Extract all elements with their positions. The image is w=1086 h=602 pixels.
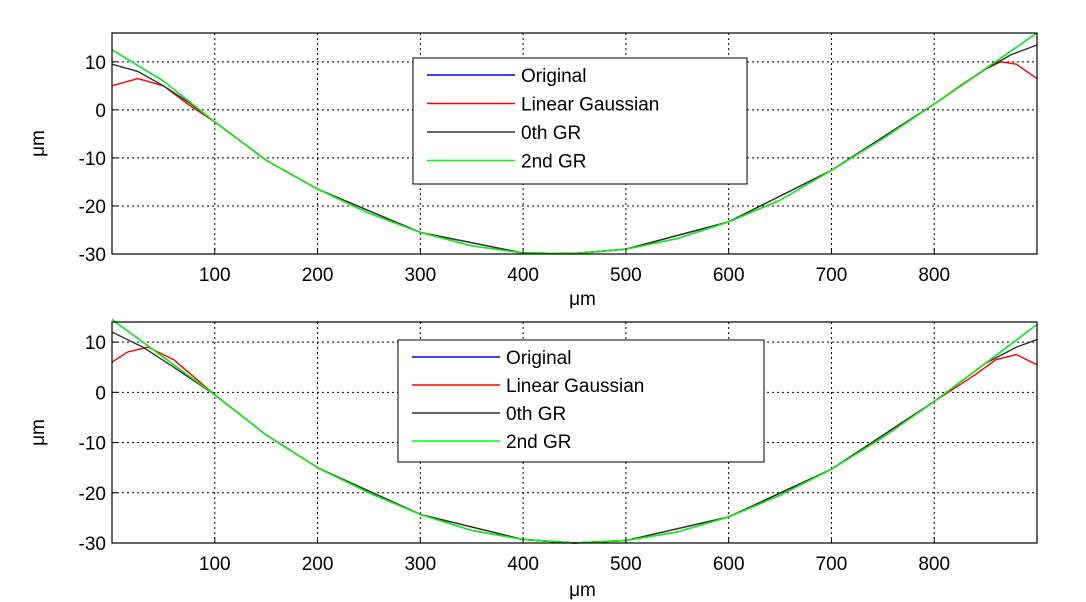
chart-1: 100 200 300 400 500 600 700 800 -30 -20 -10 0 10 μm μm… — [28, 32, 1038, 310]
x-tick-label: 600 — [713, 265, 745, 286]
y-tick-label: -10 — [79, 149, 106, 170]
x-tick-label: 200 — [302, 554, 334, 575]
y-tick-label: -30 — [79, 245, 106, 266]
x-tick-label: 200 — [302, 265, 334, 286]
legend-label: 0th GR — [506, 404, 566, 425]
x-tick-label: 600 — [713, 554, 745, 575]
y-tick-label: -30 — [79, 534, 106, 555]
x-tick-label: 100 — [199, 265, 231, 286]
x-tick-label: 500 — [610, 265, 642, 286]
y-tick-label: -20 — [79, 484, 106, 505]
y-tick-label: -10 — [79, 434, 106, 455]
y-tick-label: -20 — [79, 197, 106, 218]
y-tick-label: 10 — [85, 333, 106, 354]
legend: Original Linear Gaussian 0th GR 2nd GR — [397, 339, 765, 463]
x-tick-label: 800 — [918, 554, 950, 575]
legend-label: Original — [521, 66, 586, 87]
legend: Original Linear Gaussian 0th GR 2nd GR — [412, 57, 748, 185]
chart-2: 100 200 300 400 500 600 700 800 -30 -20 -10 0 10 μm μm… — [28, 318, 1038, 601]
legend-label: 0th GR — [521, 123, 581, 144]
legend-box — [397, 339, 765, 463]
x-tick-label: 500 — [610, 554, 642, 575]
axes-box — [111, 32, 1038, 255]
x-tick-label: 400 — [507, 554, 539, 575]
legend-label: 2nd GR — [521, 152, 586, 173]
legend-label: 2nd GR — [506, 432, 571, 453]
axes-box — [111, 321, 1038, 544]
y-axis-label: μm — [28, 419, 49, 446]
x-tick-label: 400 — [507, 265, 539, 286]
x-tick-label: 700 — [816, 265, 848, 286]
x-tick-label: 100 — [199, 554, 231, 575]
y-axis-label: μm — [28, 130, 49, 157]
y-tick-label: 10 — [85, 53, 106, 74]
y-tick-label: 0 — [95, 383, 106, 404]
legend-label: Linear Gaussian — [521, 95, 659, 116]
x-tick-label: 700 — [816, 554, 848, 575]
x-axis-label: μm — [569, 289, 596, 310]
legend-box — [412, 57, 748, 185]
y-tick-label: 0 — [95, 101, 106, 122]
x-tick-label: 800 — [918, 265, 950, 286]
legend-label: Original — [506, 348, 571, 369]
x-axis-label: μm — [569, 580, 596, 601]
x-tick-label: 300 — [404, 554, 436, 575]
legend-label: Linear Gaussian — [506, 376, 644, 397]
x-tick-label: 300 — [404, 265, 436, 286]
